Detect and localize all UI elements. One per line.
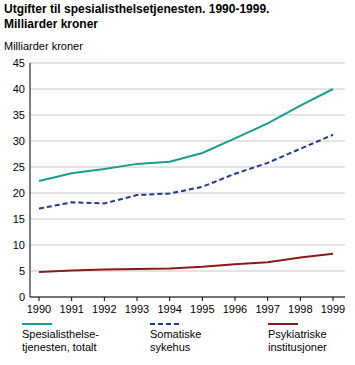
x-tick [202, 297, 203, 301]
y-tick-label: 25 [13, 161, 25, 173]
y-tick-label: 35 [13, 109, 25, 121]
legend-swatch [150, 323, 180, 325]
legend-swatch [268, 323, 298, 325]
x-tick-label: 1993 [125, 303, 149, 315]
x-tick [300, 297, 301, 301]
x-tick-label: 1997 [255, 303, 279, 315]
x-tick [333, 297, 334, 301]
series-line [39, 89, 333, 181]
grid-line [30, 89, 345, 90]
grid-line [30, 219, 345, 220]
legend-label: Psykiatriskeinstitusjoner [268, 328, 327, 353]
x-tick-label: 1996 [223, 303, 247, 315]
x-tick [267, 297, 268, 301]
y-tick-label: 30 [13, 135, 25, 147]
grid-line [30, 115, 345, 116]
chart: Utgifter til spesialisthelsetjenesten. 1… [0, 0, 355, 365]
x-axis [30, 297, 345, 298]
y-tick-label: 45 [13, 57, 25, 69]
series-line [39, 254, 333, 272]
series-line [39, 135, 333, 209]
y-axis [30, 63, 31, 297]
x-tick-label: 1994 [157, 303, 181, 315]
x-tick [71, 297, 72, 301]
y-tick-label: 10 [13, 239, 25, 251]
grid-line [30, 193, 345, 194]
y-tick-label: 40 [13, 83, 25, 95]
grid-line [30, 245, 345, 246]
grid-line [30, 63, 345, 64]
x-tick-label: 1991 [59, 303, 83, 315]
legend-label: Somatiskesykehus [150, 328, 201, 353]
x-tick [39, 297, 40, 301]
subtitle: Milliarder kroner [4, 17, 98, 31]
x-tick [137, 297, 138, 301]
y-label: Milliarder kroner [4, 40, 83, 52]
x-tick [169, 297, 170, 301]
title: Utgifter til spesialisthelsetjenesten. 1… [4, 2, 269, 16]
x-tick-label: 1998 [288, 303, 312, 315]
y-tick-label: 15 [13, 213, 25, 225]
grid-line [30, 297, 345, 298]
x-tick-label: 1999 [321, 303, 345, 315]
x-tick [235, 297, 236, 301]
x-tick-label: 1995 [190, 303, 214, 315]
x-tick-label: 1990 [27, 303, 51, 315]
y-tick-label: 5 [19, 265, 25, 277]
x-tick [104, 297, 105, 301]
legend-swatch [22, 323, 52, 325]
plot-area [39, 89, 333, 272]
y-tick-label: 20 [13, 187, 25, 199]
legend-label: Spesialisthelse-tjenesten, totalt [22, 328, 99, 353]
y-tick-label: 0 [19, 291, 25, 303]
x-tick-label: 1992 [92, 303, 116, 315]
grid-line [30, 141, 345, 142]
grid-line [30, 167, 345, 168]
